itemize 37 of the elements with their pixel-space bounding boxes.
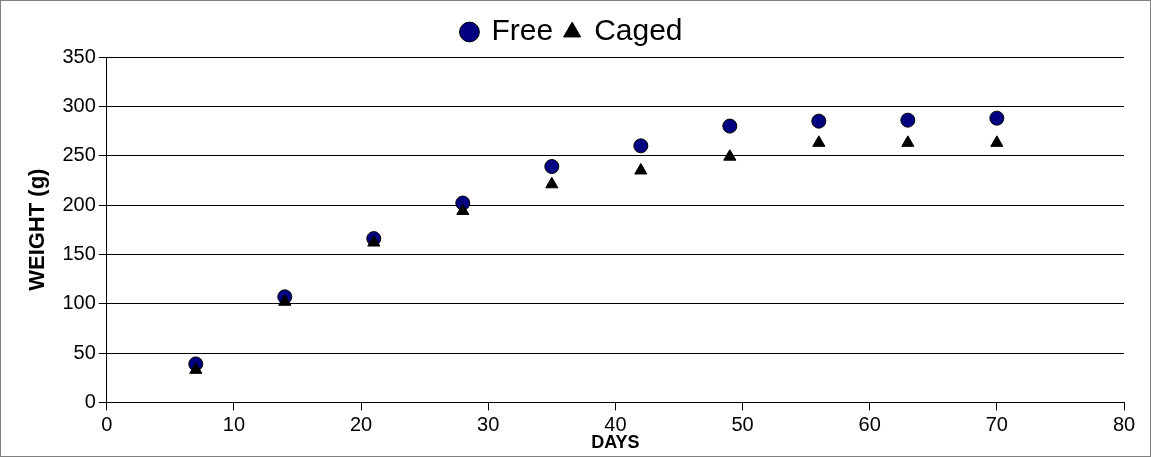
x-tick-label: 70 — [985, 412, 1008, 435]
x-tick-label: 10 — [222, 412, 246, 435]
x-tick-label: 20 — [349, 412, 373, 435]
y-tick-label: 300 — [62, 93, 96, 116]
point — [722, 118, 738, 134]
y-tick-label: 100 — [62, 291, 96, 314]
point — [634, 162, 648, 175]
point — [278, 294, 292, 306]
y-tick-label: 150 — [62, 241, 96, 264]
x-tick-label: 30 — [477, 412, 500, 435]
point — [990, 135, 1004, 147]
point — [812, 135, 826, 147]
y-axis-title: WEIGHT (g) — [24, 168, 50, 291]
x-tick-label: 50 — [731, 412, 754, 435]
x-tick-label: 40 — [604, 412, 627, 435]
point — [989, 110, 1005, 126]
point — [456, 203, 470, 215]
x-tick-label: 80 — [1112, 412, 1136, 435]
point — [544, 159, 560, 175]
y-tick-label: 350 — [62, 44, 96, 67]
y-tick-label: 250 — [62, 143, 96, 166]
point — [900, 112, 916, 128]
x-axis-title: DAYS — [591, 432, 640, 453]
legend-label: Caged — [594, 13, 683, 47]
legend-label: Free — [491, 13, 554, 47]
point — [811, 113, 827, 129]
point — [723, 149, 737, 161]
y-tick-label: 50 — [73, 340, 96, 363]
x-tick-label: 0 — [101, 412, 113, 435]
point — [901, 135, 915, 147]
y-tick-label: 200 — [62, 192, 96, 215]
x-tick-label: 60 — [858, 412, 881, 435]
point — [545, 176, 559, 189]
y-tick-label: 0 — [84, 389, 96, 412]
point — [189, 362, 203, 374]
point — [633, 138, 649, 154]
point — [367, 235, 381, 247]
